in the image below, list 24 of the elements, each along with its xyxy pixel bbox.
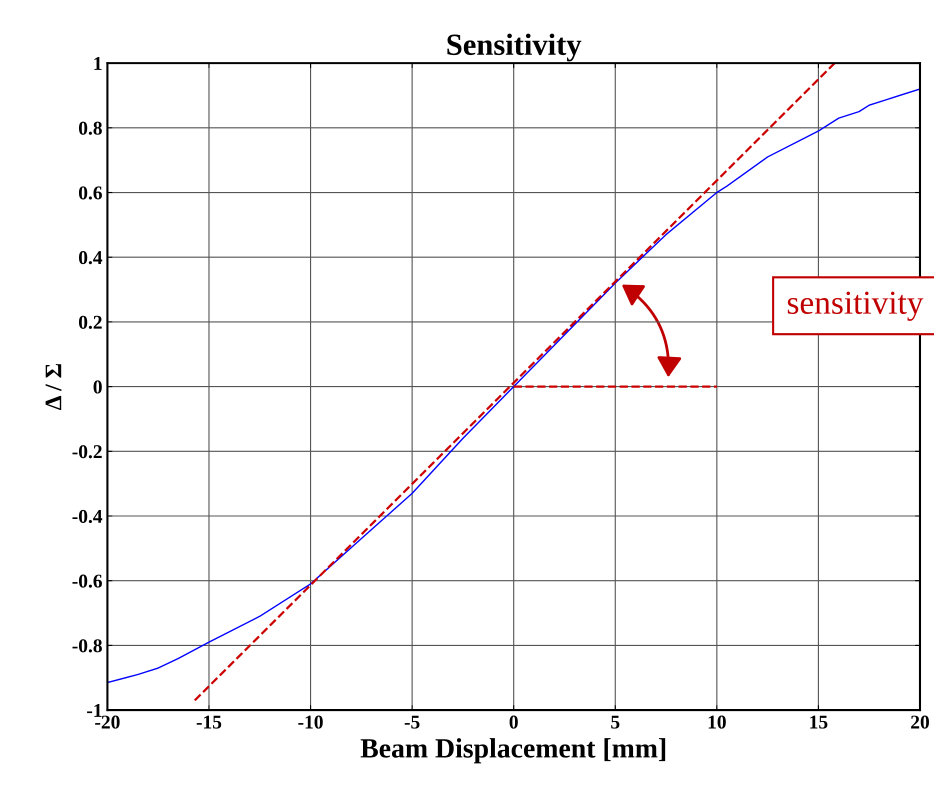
y-tick-label: -0.2 xyxy=(72,445,102,458)
x-tick-label: 0 xyxy=(510,716,518,729)
chart-title: Sensitivity xyxy=(447,34,582,62)
y-tick-label: -0.8 xyxy=(72,639,102,652)
y-tick-label: -0.4 xyxy=(72,510,102,524)
x-tick-label: 10 xyxy=(708,716,726,729)
y-tick-label: 0.2 xyxy=(78,316,102,329)
x-tick-label: -20 xyxy=(95,716,120,729)
y-tick-label: -0.6 xyxy=(72,574,102,588)
x-tick-label: -15 xyxy=(196,716,222,729)
x-tick-label: 5 xyxy=(611,716,620,729)
y-tick-label: 0 xyxy=(94,380,102,394)
y-tick-label: 0.6 xyxy=(78,186,102,200)
y-axis-title: Δ / Σ xyxy=(46,364,62,410)
x-tick-label: -5 xyxy=(404,716,420,729)
x-axis-title: Beam Displacement [mm] xyxy=(360,738,666,764)
y-tick-label: 0.8 xyxy=(78,122,102,135)
annotation: sensitivity xyxy=(788,292,924,321)
y-tick-label: -1 xyxy=(87,704,102,717)
y-tick-label: 0.4 xyxy=(78,251,102,264)
x-tick-label: -10 xyxy=(298,716,323,729)
y-tick-label: 1 xyxy=(94,57,102,70)
x-tick-label: 20 xyxy=(911,716,929,729)
x-tick-label: 15 xyxy=(810,716,828,729)
